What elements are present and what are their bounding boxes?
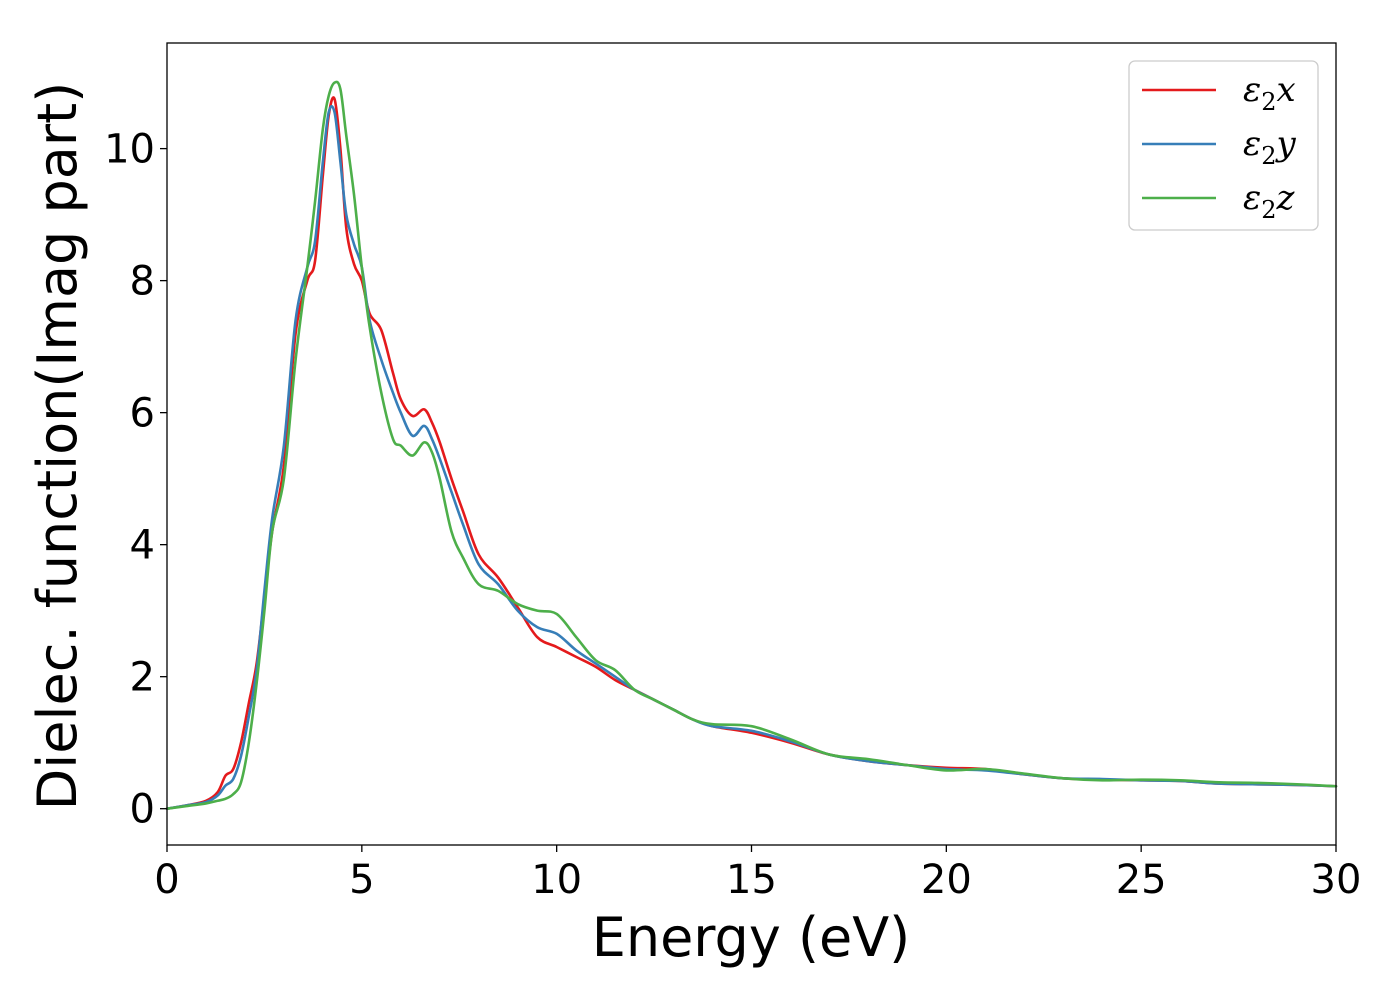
legend-frame [1128,60,1319,231]
x-tick-label: 20 [921,857,972,903]
x-axis-ticks: 0 5 10 15 20 25 30 [154,845,1361,903]
y-tick-label: 6 [130,391,155,437]
y-tick-label: 4 [130,523,155,569]
y-axis-label: Dielec. function(Imag part) [26,82,89,811]
legend: ε2x ε2y ε2z [1128,60,1319,231]
y-axis-ticks: 0 2 4 6 8 10 [104,127,167,833]
x-tick-label: 0 [154,857,179,903]
legend-label-z: ε2z [1243,178,1296,224]
y-tick-label: 10 [104,127,155,173]
series-line-y [165,104,1338,810]
legend-label-x: ε2x [1243,70,1296,116]
x-tick-label: 10 [531,857,582,903]
x-tick-label: 5 [349,857,374,903]
y-tick-label: 8 [130,259,155,305]
x-axis-label: Energy (eV) [592,906,911,969]
series-line-z [165,80,1338,810]
x-tick-label: 25 [1116,857,1167,903]
legend-items: ε2x ε2y ε2z [1142,70,1297,224]
legend-label-y: ε2y [1243,124,1297,170]
y-tick-label: 2 [130,655,155,701]
y-tick-label: 0 [130,787,155,833]
series-layer [165,80,1338,810]
x-tick-label: 15 [726,857,777,903]
x-tick-label: 30 [1311,857,1362,903]
